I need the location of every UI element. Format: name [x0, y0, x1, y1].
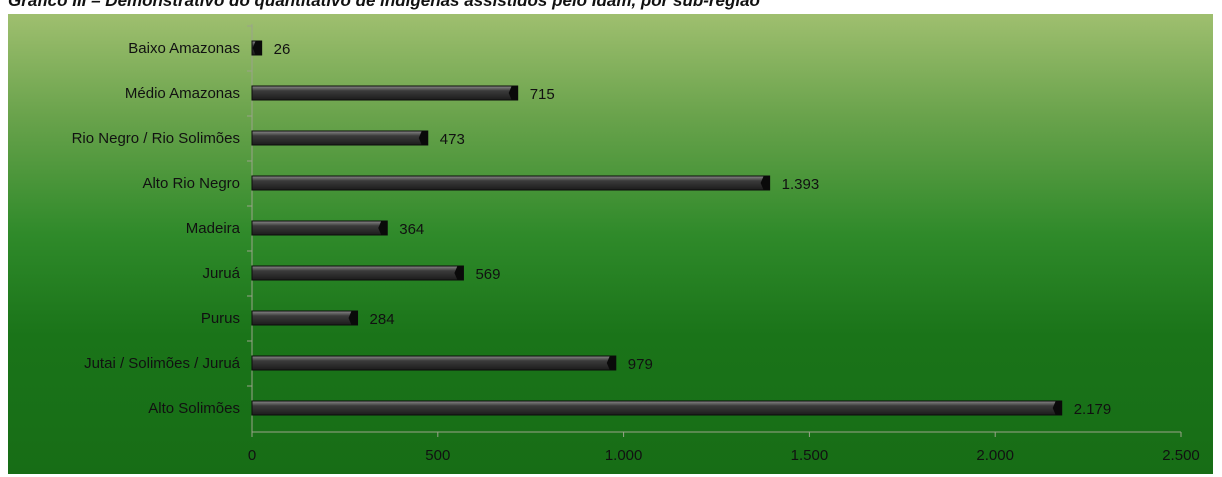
category-label: Alto Solimões [148, 400, 240, 417]
bar-value-label: 2.179 [1074, 401, 1112, 418]
bar [251, 400, 1063, 416]
bar-end-cap [760, 176, 770, 190]
bar-value-label: 284 [370, 311, 395, 328]
category-label: Baixo Amazonas [128, 40, 240, 57]
bar-value-label: 979 [628, 356, 653, 373]
chart-title: Gráfico III – Demonstrativo do quantitat… [8, 0, 760, 10]
bar-value-label: 1.393 [782, 176, 820, 193]
category-label: Alto Rio Negro [142, 175, 240, 192]
x-tick-label: 1.500 [791, 447, 829, 464]
category-label: Juruá [202, 265, 240, 282]
bar-end-cap [606, 356, 616, 370]
x-tick-label: 2.500 [1162, 447, 1200, 464]
bar-value-label: 715 [530, 86, 555, 103]
bar-end-cap [418, 131, 428, 145]
chart-area: 0 500 1.000 1.500 2.000 2.500 Baixo Amazonas 26… [8, 14, 1213, 474]
x-tick-label: 0 [248, 447, 256, 464]
bar-chart: 0 500 1.000 1.500 2.000 2.500 Baixo Amazonas 26… [72, 24, 1200, 464]
bar-end-cap [348, 311, 358, 325]
bar [251, 220, 388, 236]
category-label: Rio Negro / Rio Solimões [72, 130, 240, 147]
bar-end-cap [378, 221, 388, 235]
bar [251, 175, 771, 191]
bar-value-label: 26 [274, 41, 291, 58]
x-tick-label: 2.000 [976, 447, 1014, 464]
category-label: Jutai / Solimões / Juruá [84, 355, 241, 372]
category-label: Madeira [186, 220, 241, 237]
bar [251, 130, 429, 146]
bar [251, 310, 359, 326]
bar [251, 355, 617, 371]
bar-value-label: 569 [475, 266, 500, 283]
bar-end-cap [1052, 401, 1062, 415]
x-tick-label: 500 [425, 447, 450, 464]
bar-end-cap [252, 41, 262, 55]
bar-value-label: 364 [399, 221, 424, 238]
category-label: Purus [201, 310, 240, 327]
bar [251, 85, 519, 101]
category-label: Médio Amazonas [125, 85, 240, 102]
bar [251, 265, 464, 281]
x-tick-label: 1.000 [605, 447, 643, 464]
bar-value-label: 473 [440, 131, 465, 148]
bar-end-cap [454, 266, 464, 280]
bar-end-cap [508, 86, 518, 100]
